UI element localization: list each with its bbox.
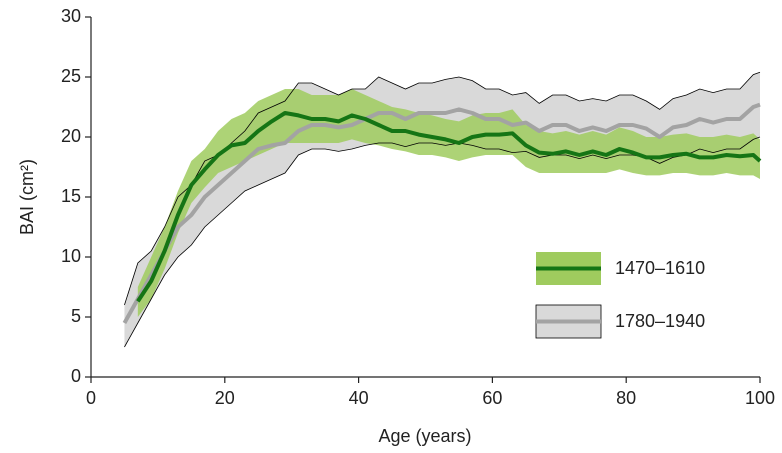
x-tick-label: 100 bbox=[745, 388, 775, 408]
y-tick-label: 10 bbox=[61, 246, 81, 266]
x-tick-label: 60 bbox=[482, 388, 502, 408]
x-axis-title: Age (years) bbox=[378, 426, 471, 446]
y-tick-label: 15 bbox=[61, 186, 81, 206]
band-edge bbox=[124, 136, 761, 348]
series-line bbox=[122, 102, 761, 324]
y-tick-label: 5 bbox=[71, 306, 81, 326]
band-edge bbox=[124, 71, 761, 306]
y-tick-label: 25 bbox=[61, 66, 81, 86]
y-tick-label: 30 bbox=[61, 6, 81, 26]
y-axis-title: BAI (cm²) bbox=[17, 159, 37, 235]
legend-label: 1470–1610 bbox=[615, 258, 705, 278]
x-tick-label: 40 bbox=[349, 388, 369, 408]
band bbox=[137, 89, 760, 317]
x-tick-label: 0 bbox=[86, 388, 96, 408]
series-line bbox=[136, 111, 762, 303]
x-tick-label: 80 bbox=[616, 388, 636, 408]
legend-label: 1780–1940 bbox=[615, 311, 705, 331]
x-tick-label: 20 bbox=[215, 388, 235, 408]
y-tick-label: 20 bbox=[61, 126, 81, 146]
y-tick-label: 0 bbox=[71, 366, 81, 386]
